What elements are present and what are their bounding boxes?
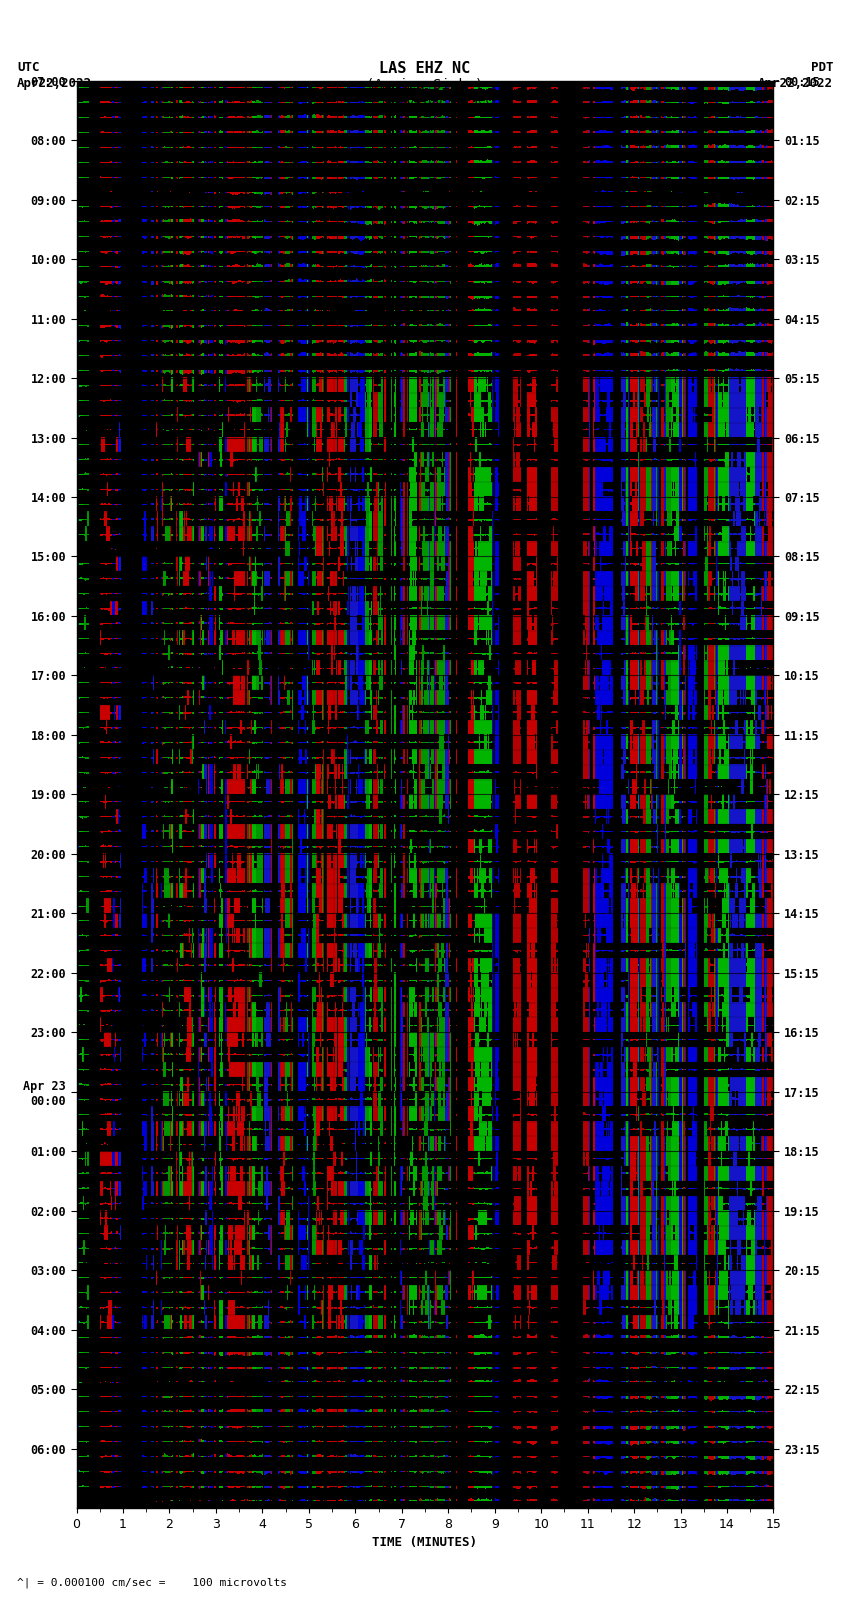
- Text: ^| = 0.000100 cm/sec =    100 microvolts: ^| = 0.000100 cm/sec = 100 microvolts: [17, 1578, 287, 1589]
- Text: LAS EHZ NC: LAS EHZ NC: [379, 61, 471, 76]
- Text: UTC: UTC: [17, 61, 39, 74]
- Text: PDT: PDT: [811, 61, 833, 74]
- X-axis label: TIME (MINUTES): TIME (MINUTES): [372, 1537, 478, 1550]
- Text: I = 0.000100 cm/sec: I = 0.000100 cm/sec: [357, 94, 493, 106]
- Text: Apr22,2022: Apr22,2022: [758, 77, 833, 90]
- Text: Apr22,2022: Apr22,2022: [17, 77, 92, 90]
- Text: (Arnica Sink ): (Arnica Sink ): [366, 77, 484, 92]
